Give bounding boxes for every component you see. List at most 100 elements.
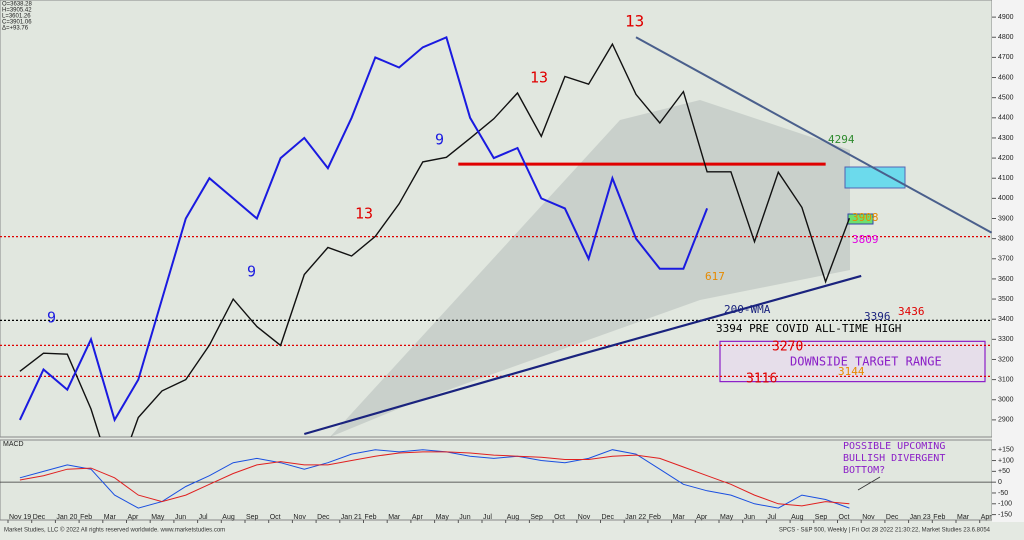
axis-strip (992, 0, 1024, 522)
y-tick-label: 3900 (998, 215, 1014, 222)
x-tick-label: Dec (317, 514, 330, 521)
annotation: 13 (355, 205, 373, 223)
macd-line (19, 449, 850, 509)
annotation: 4294 (828, 133, 855, 146)
arrow (857, 476, 881, 491)
x-tick-label: Nov (862, 514, 875, 521)
x-tick-label: Oct (270, 514, 281, 521)
y-tick-label: 4500 (998, 95, 1014, 102)
x-tick-label: Sep (815, 514, 828, 521)
y-tick-label: 4300 (998, 135, 1014, 142)
annotation: 3394 PRE COVID ALL-TIME HIGH (716, 322, 901, 335)
y-tick-label: 2900 (998, 417, 1014, 424)
x-tick-label: Feb (365, 514, 377, 521)
ohlc-text: Δ=+93.76 (2, 26, 29, 32)
y-tick-label: 4800 (998, 34, 1014, 41)
annotation: 13 (625, 12, 644, 31)
x-tick-label: Apr (981, 514, 993, 521)
footer-right: SPCS - S&P 500, Weekly | Fri Oct 28 2022… (779, 528, 991, 534)
annotation: 3396 (864, 310, 891, 323)
x-tick-label: Apr (128, 514, 140, 521)
ohlc-text: H=3905.42 (2, 8, 32, 14)
y-tick-label: 4700 (998, 54, 1014, 61)
x-tick-label: Feb (933, 514, 945, 521)
x-tick-label: Jul (199, 514, 208, 521)
annotation: 3436 (898, 305, 925, 318)
x-tick-label: Sep (530, 514, 543, 521)
ohlc-text: L=3601.26 (2, 14, 31, 20)
target-range (719, 340, 986, 383)
x-tick-label: Apr (412, 514, 424, 521)
y-tick-label: 4000 (998, 195, 1014, 202)
x-tick-label: Jul (767, 514, 776, 521)
x-tick-label: Aug (222, 514, 235, 521)
x-tick-label: Jun (744, 514, 755, 521)
price-line (18, 35, 709, 423)
annotation: DOWNSIDE TARGET RANGE (790, 355, 942, 369)
x-tick-label: May (436, 514, 450, 521)
x-tick-label: Mar (673, 514, 686, 521)
cloud (330, 100, 850, 437)
x-tick-label: Jan 21 (341, 514, 362, 521)
footer-left: Market Studies, LLC © 2022 All rights re… (4, 527, 225, 534)
x-tick-label: Aug (791, 514, 804, 521)
x-tick-label: Sep (246, 514, 259, 521)
annotation: 13 (530, 69, 548, 87)
wma (303, 274, 862, 436)
zone-box (844, 166, 906, 189)
x-tick-label: Oct (839, 514, 850, 521)
x-tick-label: Apr (696, 514, 708, 521)
y-tick-label: 3000 (998, 397, 1014, 404)
macd-line (19, 451, 850, 507)
annotation: 617 (705, 270, 725, 283)
annotation: 3270 (772, 340, 803, 355)
x-tick-label: Jan 23 (910, 514, 931, 521)
x-tick-label: Jan 22 (625, 514, 646, 521)
y-tick-label: 0 (998, 479, 1002, 486)
annotation: 9 (47, 309, 56, 327)
y-tick-label: -150 (998, 511, 1012, 518)
y-tick-label: 4400 (998, 115, 1014, 122)
annotation: 3116 (746, 372, 777, 387)
x-tick-label: May (151, 514, 165, 521)
x-tick-label: Aug (507, 514, 520, 521)
annotation: 3908 (852, 211, 879, 224)
macd-label: MACD (3, 441, 24, 448)
ohlc-text: O=3638.28 (2, 2, 33, 8)
x-tick-label: Jun (175, 514, 186, 521)
annotation: 9 (247, 263, 256, 281)
annotation: BOTTOM? (843, 465, 885, 476)
macd-area (0, 439, 993, 521)
x-tick-label: Jan 20 (56, 514, 77, 521)
y-tick-label: 3700 (998, 256, 1014, 263)
x-tick-label: Feb (649, 514, 661, 521)
x-tick-label: Mar (104, 514, 117, 521)
ohlc-text: C=3901.06 (2, 20, 32, 26)
x-tick-label: Dec (33, 514, 46, 521)
price-line (19, 42, 851, 437)
y-tick-label: -50 (998, 490, 1008, 497)
annotation: 3144 (838, 365, 865, 378)
annotation: BULLISH DIVERGENT (843, 453, 945, 464)
y-tick-label: 4600 (998, 74, 1014, 81)
x-tick-label: Feb (80, 514, 92, 521)
annotation: 9 (435, 131, 444, 149)
annotation: POSSIBLE UPCOMING (843, 441, 945, 452)
y-tick-label: +150 (998, 447, 1014, 454)
y-tick-label: 4200 (998, 155, 1014, 162)
y-tick-label: 3400 (998, 316, 1014, 323)
y-tick-label: 4100 (998, 175, 1014, 182)
x-tick-label: May (720, 514, 734, 521)
y-tick-label: +50 (998, 468, 1010, 475)
y-tick-label: 3600 (998, 276, 1014, 283)
x-tick-label: Oct (554, 514, 565, 521)
y-tick-label: 3300 (998, 336, 1014, 343)
x-tick-label: Dec (602, 514, 615, 521)
x-tick-label: Nov (293, 514, 306, 521)
x-tick-label: Mar (957, 514, 970, 521)
y-tick-label: 3500 (998, 296, 1014, 303)
y-tick-label: 3800 (998, 235, 1014, 242)
y-tick-label: 3100 (998, 376, 1014, 383)
